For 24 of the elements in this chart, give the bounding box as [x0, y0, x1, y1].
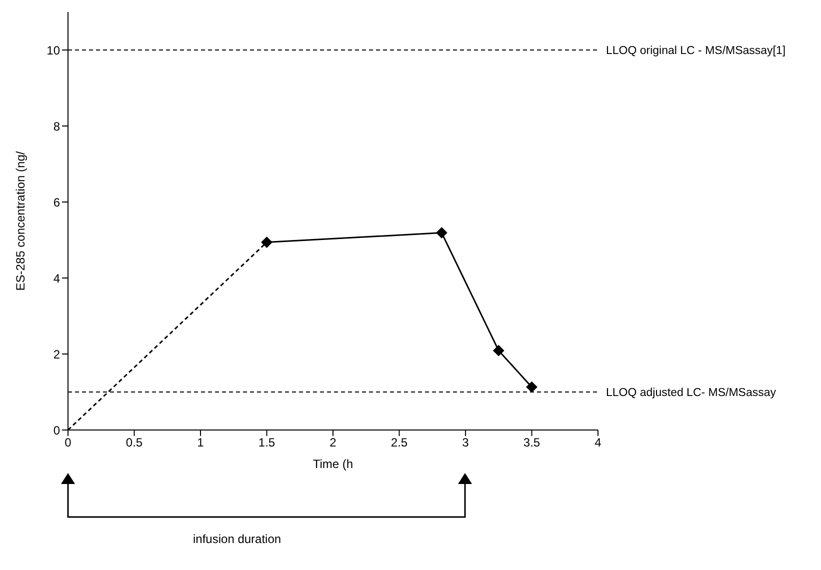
x-tick-label: 4	[594, 436, 602, 450]
y-tick-label: 6	[53, 195, 60, 210]
ref-line-label: LLOQ original LC - MS/MSassay[1]	[606, 45, 786, 58]
y-tick-label: 2	[53, 347, 60, 362]
y-tick-label: 0	[53, 423, 60, 438]
y-axis-title: ES-285 concentration (ng/	[13, 150, 28, 291]
point	[436, 227, 448, 238]
y-tick-label: 8	[53, 119, 60, 134]
point	[261, 236, 272, 248]
point	[526, 382, 538, 393]
x-axis-title: Time (h	[312, 457, 354, 471]
x-tick-label: 2	[330, 436, 337, 450]
x-tick-label: 0.5	[126, 436, 143, 450]
point	[493, 345, 504, 356]
ref-line-label: LLOQ adjusted LC- MS/MSassay	[606, 387, 776, 400]
x-tick-label: 1	[197, 436, 204, 450]
x-tick-label: 0	[64, 436, 72, 450]
y-tick-label: 4	[53, 271, 60, 286]
y-tick-label: 10	[46, 43, 60, 58]
x-tick-label: 2.5	[390, 436, 408, 450]
x-tick-label: 3.5	[523, 436, 540, 450]
x-tick-label: 1.5	[258, 436, 276, 450]
text: infusion duration	[193, 532, 282, 546]
x-tick-label: 3	[462, 436, 470, 450]
